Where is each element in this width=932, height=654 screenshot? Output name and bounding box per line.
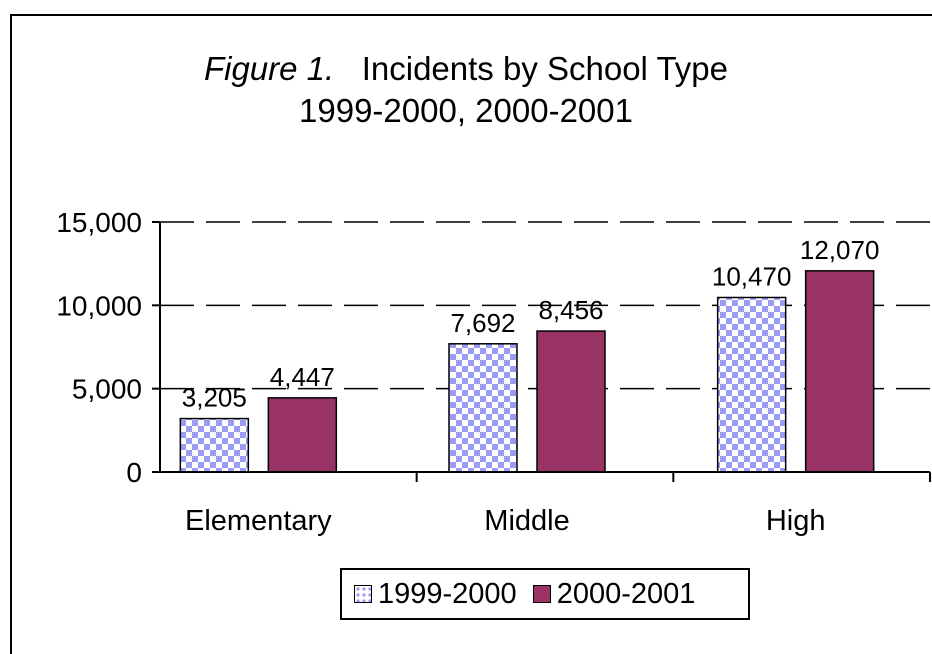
bar-high-2000-2001 (804, 270, 875, 473)
title-prefix: Figure 1. (203, 50, 335, 87)
bar-elementary-1999-2000 (179, 417, 250, 473)
y-tick-label-5000: 5,000 (72, 374, 142, 405)
bar-middle-2000-2001 (536, 330, 606, 473)
bar-chart: 0 5,000 10,000 15,000 3,205 4,447 Elementary 7,… (56, 207, 931, 537)
legend-label-1999-2000: 1999-2000 (378, 577, 517, 610)
legend: 1999-2000 2000-2001 (340, 568, 750, 620)
chart-frame (10, 14, 932, 654)
legend-swatch-2000-2001 (532, 585, 551, 603)
data-label-elementary-1999-2000: 3,205 (182, 383, 247, 413)
data-label-middle-2000-2001: 8,456 (538, 295, 603, 325)
x-tick-label-elementary: Elementary (185, 505, 332, 537)
legend-item-2000-2001: 2000-2001 (532, 577, 696, 611)
data-label-high-2000-2001: 12,070 (800, 235, 880, 265)
legend-item-1999-2000: 1999-2000 (354, 578, 517, 611)
data-label-middle-1999-2000: 7,692 (450, 308, 515, 338)
title-line-2: 1999-2000, 2000-2001 (299, 92, 633, 129)
y-tick-label-10000: 10,000 (56, 290, 142, 321)
y-tick-label-0: 0 (126, 457, 142, 488)
data-label-elementary-2000-2001: 4,447 (270, 362, 335, 392)
title-main: Incidents by School Type (361, 50, 729, 87)
y-tick-label-15000: 15,000 (56, 207, 142, 238)
x-tick-label-middle: Middle (484, 505, 569, 537)
chart-title: Figure 1. Incidents by School Type 1999-… (0, 48, 932, 132)
bar-middle-1999-2000 (448, 343, 518, 473)
bar-elementary-2000-2001 (267, 397, 338, 473)
legend-swatch-1999-2000 (354, 585, 372, 603)
data-label-high-1999-2000: 10,470 (712, 262, 792, 292)
x-tick-label-high: High (766, 505, 826, 537)
bar-high-1999-2000 (716, 296, 787, 473)
legend-label-2000-2001: 2000-2001 (556, 577, 696, 610)
title-line-1: Figure 1. Incidents by School Type (0, 48, 932, 90)
